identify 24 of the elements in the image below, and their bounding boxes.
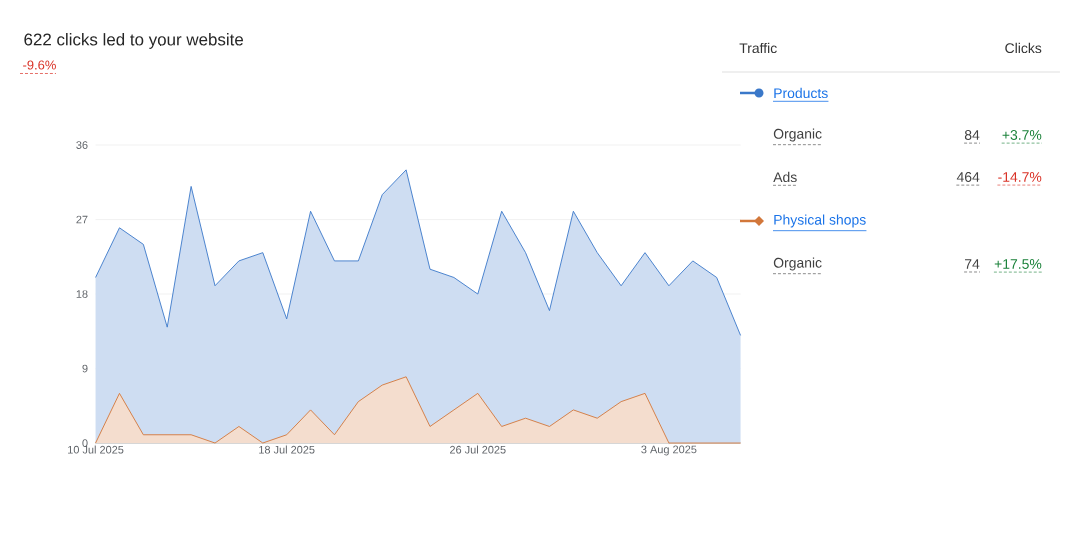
text: Organic	[773, 128, 822, 142]
text: +17.5%	[994, 259, 1042, 269]
x-tick-label: 3 Aug 2025	[641, 445, 697, 456]
legend-label: Products	[774, 87, 828, 99]
y-tick-label: 18	[76, 290, 88, 298]
text: Organic	[773, 257, 822, 271]
chart-subtitle: -9.6%	[23, 60, 56, 70]
text: Clicks	[1005, 42, 1042, 54]
x-tick-label: 10 Jul 2025	[68, 445, 124, 454]
chart-title: 622 clicks led to your website	[24, 33, 244, 49]
x-tick-label: 18 Jul 2025	[259, 445, 315, 454]
text: -14.7%	[998, 172, 1042, 182]
x-tick-label: 26 Jul 2025	[450, 445, 506, 454]
text: 84	[964, 130, 980, 140]
y-tick-label: 36	[76, 141, 88, 149]
text: Ads	[773, 171, 797, 183]
y-tick-label: 0	[82, 439, 88, 447]
text: Traffic	[739, 42, 777, 54]
text: 464	[956, 172, 980, 182]
legend-label: Physical shops	[774, 214, 866, 228]
text: +3.7%	[1002, 130, 1042, 140]
y-tick-label: 9	[82, 364, 88, 373]
y-tick-label: 27	[76, 215, 88, 224]
text: 74	[965, 259, 980, 269]
